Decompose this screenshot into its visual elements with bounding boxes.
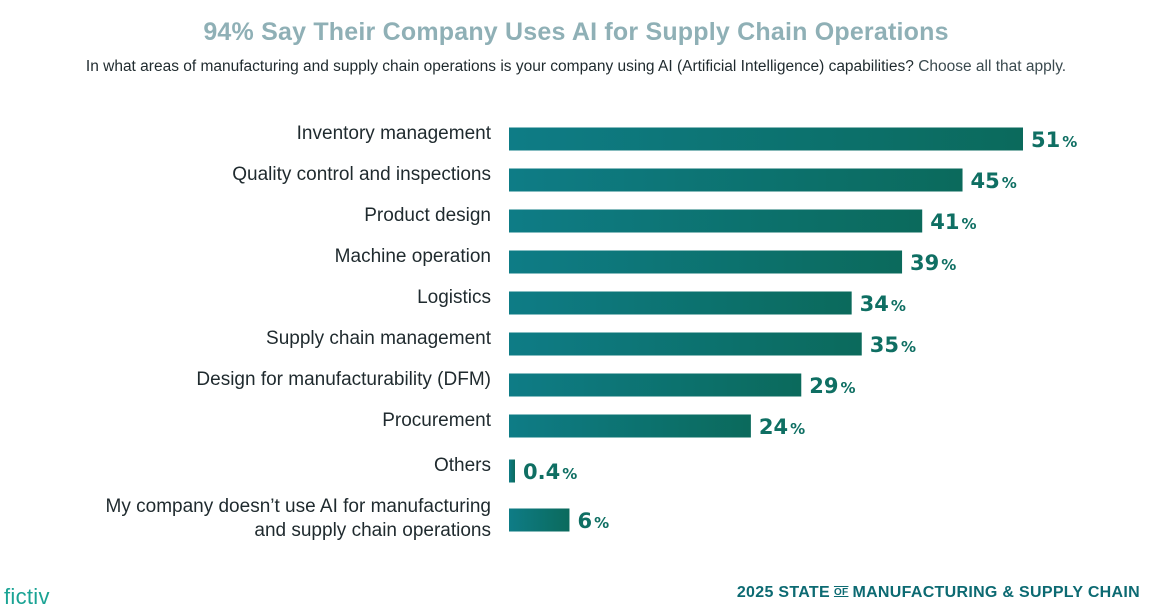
value-label: 51% — [1031, 128, 1077, 152]
value-label: 35% — [870, 333, 916, 357]
bar — [509, 127, 1023, 151]
value-label: 34% — [860, 292, 906, 316]
category-label: Logistics — [417, 287, 491, 308]
bar — [509, 209, 923, 233]
bar — [509, 250, 903, 274]
report-prefix: 2025 STATE — [736, 584, 830, 601]
category-label: Design for manufacturability (DFM) — [196, 369, 491, 390]
report-suffix: MANUFACTURING & SUPPLY CHAIN — [852, 584, 1140, 601]
category-label: Supply chain management — [266, 328, 492, 349]
subtitle-question: In what areas of manufacturing and suppl… — [85, 58, 914, 75]
bar — [509, 414, 751, 438]
bar — [509, 168, 963, 192]
value-label: 41% — [930, 210, 976, 234]
bar — [509, 291, 852, 315]
value-label: 45% — [971, 169, 1017, 193]
category-label: Product design — [364, 205, 491, 226]
subtitle-note: Choose all that apply. — [918, 58, 1067, 75]
value-label: 24% — [759, 415, 805, 439]
bar — [509, 508, 570, 532]
category-label: Quality control and inspections — [232, 164, 491, 185]
report-of: OF — [833, 587, 849, 599]
value-label: 6% — [577, 509, 609, 533]
category-label: Machine operation — [335, 246, 491, 267]
bar — [509, 459, 515, 483]
category-label: Others — [434, 455, 491, 476]
bar — [509, 332, 862, 356]
chart-subtitle: In what areas of manufacturing and suppl… — [0, 58, 1152, 76]
report-footer: 2025 STATE OF MANUFACTURING & SUPPLY CHAIN — [737, 584, 1140, 602]
category-label: Procurement — [382, 410, 491, 431]
bar — [509, 373, 802, 397]
chart-title: 94% Say Their Company Uses AI for Supply… — [203, 18, 949, 46]
fictiv-logo: fictiv — [4, 584, 50, 609]
value-label: 29% — [809, 374, 855, 398]
category-label: Inventory management — [297, 123, 492, 144]
bars-layer: 51 % Inventory management 45 % Quality contro… — [106, 123, 1078, 541]
category-label: My company doesn’t use AI for manufactur… — [106, 496, 491, 541]
value-label: 0.4% — [523, 460, 577, 484]
value-label: 39% — [910, 251, 956, 275]
